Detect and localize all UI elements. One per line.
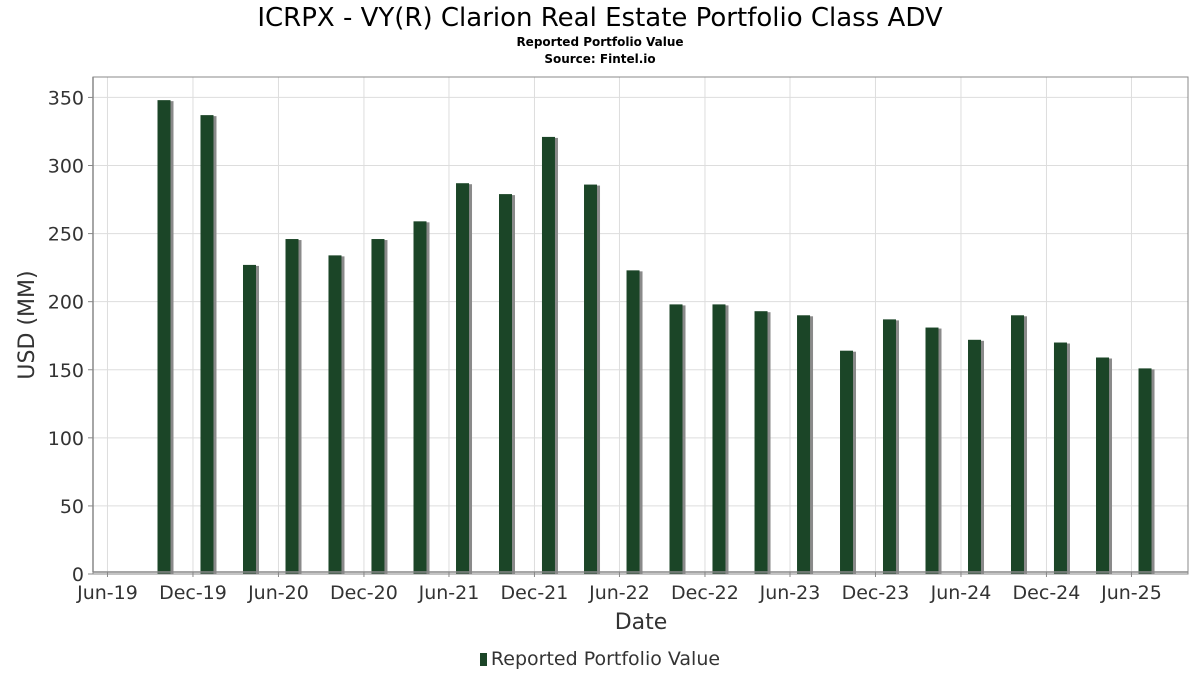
x-tick-label: Jun-20 — [247, 582, 309, 604]
bars — [157, 100, 1155, 575]
bar — [626, 270, 640, 574]
bar — [754, 311, 768, 574]
bar — [712, 304, 726, 574]
bar — [925, 327, 939, 574]
bar — [1138, 368, 1152, 574]
y-tick-label: 100 — [48, 428, 84, 450]
bar — [200, 115, 214, 574]
bar — [584, 184, 598, 574]
x-axis: Jun-19 Dec-19 Jun-20 Dec-20 Jun-21 Dec-21 Jun-… — [76, 571, 1188, 604]
bar — [498, 194, 512, 574]
y-tick-label: 50 — [60, 496, 84, 518]
bar — [371, 239, 385, 574]
bar — [157, 100, 171, 574]
y-tick-label: 250 — [48, 224, 84, 246]
bar — [413, 221, 427, 575]
bar — [669, 304, 683, 574]
y-tick-label: 200 — [48, 292, 84, 314]
x-tick-label: Jun-19 — [76, 582, 138, 604]
legend-label: Reported Portfolio Value — [490, 648, 721, 670]
x-tick-label: Dec-21 — [501, 582, 569, 604]
x-tick-label: Dec-23 — [842, 582, 910, 604]
bar — [541, 136, 555, 574]
x-tick-label: Dec-20 — [330, 582, 398, 604]
bar — [882, 319, 896, 574]
bar — [797, 315, 811, 574]
y-tick-label: 300 — [48, 156, 84, 178]
chart-source: Source: Fintel.io — [544, 52, 656, 66]
y-axis-label: USD (MM) — [15, 270, 40, 379]
legend: Reported Portfolio Value — [0, 648, 1200, 670]
x-tick-label: Jun-21 — [418, 582, 480, 604]
y-tick-label: 0 — [72, 564, 84, 586]
y-axis: 0 50 100 150 200 250 300 350 — [48, 77, 94, 586]
bar — [285, 239, 299, 574]
bar — [1053, 342, 1067, 574]
chart-subtitle: Reported Portfolio Value — [516, 35, 684, 49]
legend-swatch — [479, 653, 487, 666]
y-tick-label: 150 — [48, 360, 84, 382]
chart-title: ICRPX - VY(R) Clarion Real Estate Portfo… — [257, 3, 943, 33]
x-tick-label: Jun-25 — [1100, 582, 1162, 604]
x-tick-label: Jun-22 — [588, 582, 650, 604]
bar — [242, 264, 256, 574]
gridlines — [93, 77, 1188, 575]
bar — [968, 339, 982, 574]
x-axis-label: Date — [615, 610, 668, 635]
y-tick-label: 350 — [48, 87, 84, 109]
bar — [1096, 357, 1110, 574]
bar — [1010, 315, 1024, 574]
x-tick-label: Jun-23 — [759, 582, 821, 604]
bar — [840, 350, 854, 574]
bar — [456, 183, 470, 574]
bar — [328, 255, 342, 574]
x-tick-label: Jun-24 — [930, 582, 992, 604]
x-tick-label: Dec-24 — [1013, 582, 1081, 604]
x-tick-label: Dec-22 — [671, 582, 739, 604]
x-tick-label: Dec-19 — [159, 582, 227, 604]
